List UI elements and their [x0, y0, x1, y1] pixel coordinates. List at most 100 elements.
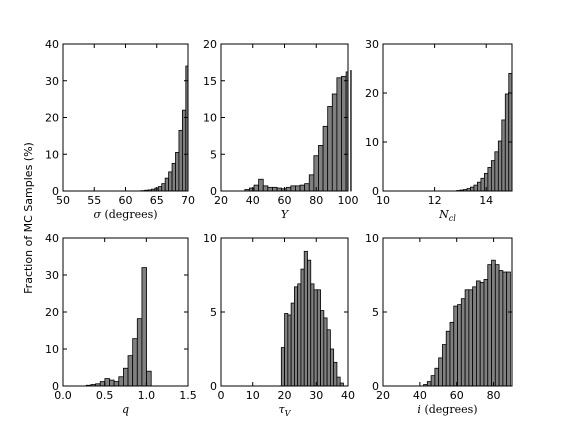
histogram-bar [290, 302, 295, 387]
histogram-bar [323, 317, 328, 387]
histogram-panel-2: 20 40 60 80 100 0 5 10 15 20 Y [203, 38, 359, 221]
y-tick-label: 10 [203, 232, 217, 245]
y-tick-label: 0 [52, 185, 59, 198]
x-tick-label: 60 [450, 389, 464, 402]
histogram-bar [473, 184, 478, 192]
histogram-bar [333, 361, 338, 387]
histogram-bar [262, 185, 269, 192]
histogram-bar [299, 184, 306, 192]
histogram-bar [430, 375, 436, 387]
histogram-bar [468, 289, 474, 387]
histogram-bar [341, 75, 347, 192]
x-axis-label: q [122, 403, 129, 416]
x-tick-label: 40 [341, 389, 355, 402]
y-tick-label: 5 [210, 148, 217, 161]
histogram-bar [303, 250, 308, 387]
histogram-bar [449, 321, 455, 387]
x-tick-label: 10 [376, 194, 390, 207]
histogram-panel-5: 0 10 20 30 40 0 5 10 τV [203, 232, 355, 418]
y-tick-label: 40 [45, 38, 59, 51]
histogram-bar [426, 381, 432, 387]
x-tick-label: 0 [218, 389, 225, 402]
histogram-bar [329, 348, 335, 387]
histogram-bar [118, 376, 124, 387]
x-tick-label: 60 [119, 194, 133, 207]
histogram-bar [287, 314, 292, 387]
x-tick-label: 12 [428, 194, 442, 207]
histogram-bar [304, 183, 310, 192]
histogram-bar [175, 152, 180, 192]
x-tick-label: 1.5 [179, 389, 197, 402]
histogram-bar [157, 186, 163, 192]
y-tick-label: 0 [210, 380, 217, 393]
histogram-bar [490, 160, 496, 192]
histogram-bar [487, 167, 492, 192]
x-tick-label: 20 [376, 389, 390, 402]
histogram-bar [442, 344, 447, 387]
x-tick-label: 55 [87, 194, 101, 207]
x-tick-label: 40 [413, 389, 427, 402]
histogram-bar [460, 298, 466, 387]
histogram-bar [313, 289, 318, 387]
histogram-bar [146, 370, 152, 387]
plot-frame [62, 237, 189, 387]
histogram-bar [308, 174, 315, 192]
x-axis-label: Y [281, 208, 290, 221]
histogram-bar [477, 181, 482, 192]
histogram-bar [123, 367, 129, 387]
y-tick-label: 0 [372, 380, 379, 393]
histogram-bar [494, 151, 499, 192]
histogram-bar [178, 129, 183, 192]
histogram-bar [132, 338, 138, 387]
y-tick-label: 20 [365, 87, 379, 100]
histogram-bar [267, 186, 273, 192]
histogram-bar [164, 177, 170, 192]
x-tick-label: 1.0 [138, 389, 156, 402]
y-tick-label: 30 [45, 75, 59, 88]
histogram-bar [295, 185, 301, 192]
x-tick-label: 30 [309, 389, 323, 402]
histogram-bar [168, 171, 173, 192]
x-tick-label: 20 [214, 194, 228, 207]
y-tick-label: 20 [45, 306, 59, 319]
histogram-bar [113, 381, 120, 387]
histogram-bar [506, 271, 511, 387]
x-tick-label: 60 [278, 194, 292, 207]
histogram-bar [109, 379, 115, 387]
histogram-bar [445, 330, 451, 387]
y-tick-label: 10 [45, 343, 59, 356]
y-tick-label: 0 [52, 380, 59, 393]
histogram-bar [310, 283, 315, 387]
histogram-bar [141, 267, 147, 387]
y-tick-label: 15 [203, 75, 217, 88]
histogram-panel-1: 50 55 60 65 70 0 10 20 30 40 σ (degrees) [45, 38, 195, 221]
histogram-bar [336, 376, 341, 387]
histogram-bar [104, 378, 110, 387]
histogram-bar [453, 305, 458, 387]
histogram-bar [470, 186, 475, 192]
figure-y-axis-label: Fraction of MC Samples (%) [22, 142, 35, 294]
y-tick-label: 40 [45, 232, 59, 245]
histogram-bar [285, 186, 292, 192]
histogram-bar [491, 259, 496, 387]
x-axis-label: τV [279, 403, 292, 418]
histogram-bar [290, 185, 296, 192]
plot-frame [62, 43, 189, 192]
x-tick-label: 70 [181, 194, 195, 207]
x-tick-label: 80 [309, 194, 323, 207]
histogram-bar [171, 163, 176, 192]
histogram-bar [316, 289, 321, 387]
histogram-bar [313, 155, 319, 192]
x-axis-label: i (degrees) [417, 403, 477, 416]
histogram-bar [181, 109, 187, 192]
histogram-bar [457, 304, 462, 387]
x-tick-label: 10 [246, 389, 260, 402]
x-tick-label: 40 [246, 194, 260, 207]
histogram-bar [464, 289, 470, 387]
histogram-bar [161, 183, 166, 192]
histogram-bar [336, 77, 342, 192]
histogram-bar [476, 280, 481, 387]
histogram-bar [300, 268, 305, 387]
y-tick-label: 5 [372, 306, 379, 319]
